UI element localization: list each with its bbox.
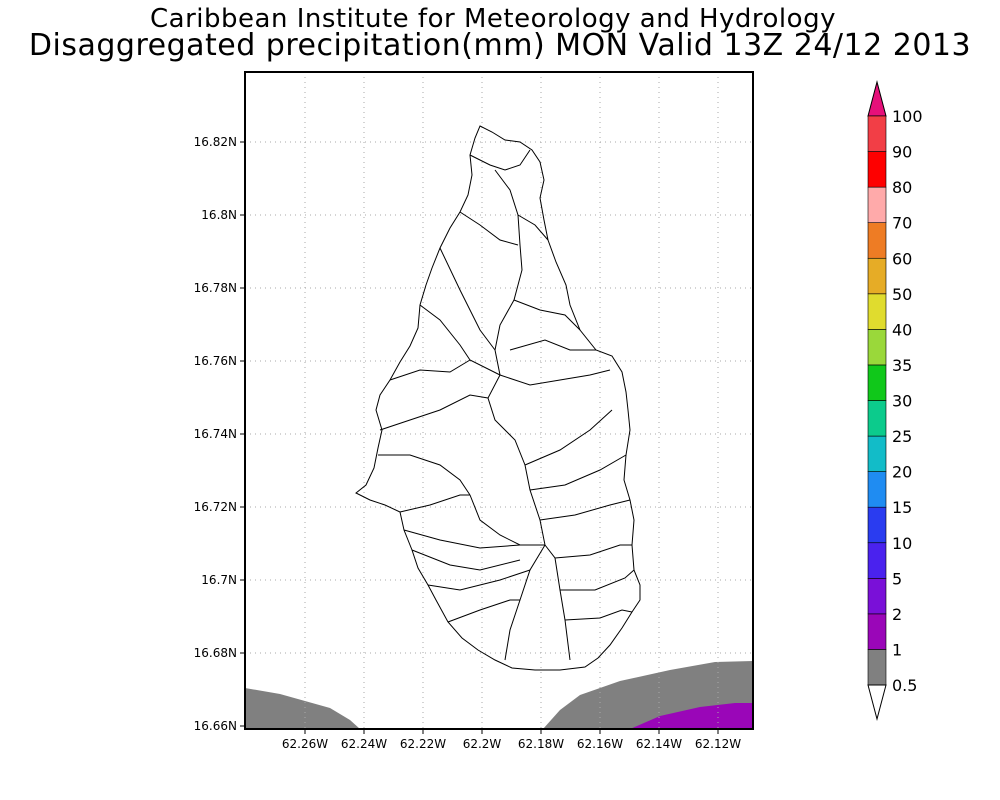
island-outline xyxy=(355,125,641,671)
watershed-line xyxy=(439,247,496,351)
lat-labels: 16.82N 16.8N 16.78N 16.76N 16.74N 16.72N… xyxy=(194,135,237,733)
lon-label: 62.18W xyxy=(518,737,564,751)
colorbar-label: 5 xyxy=(892,569,902,588)
watershed-line xyxy=(447,599,520,623)
lat-label: 16.68N xyxy=(194,646,237,660)
colorbar-label: 60 xyxy=(892,249,912,268)
colorbar-cell xyxy=(867,613,887,650)
colorbar-label: 0.5 xyxy=(892,676,917,695)
watershed-line xyxy=(419,304,501,376)
watershed-line xyxy=(399,494,470,513)
colorbar-label: 90 xyxy=(892,143,912,162)
watershed-line xyxy=(469,494,545,546)
colorbar-label: 2 xyxy=(892,605,902,624)
watershed-line xyxy=(517,214,549,241)
colorbar-cell xyxy=(867,364,887,401)
colorbar-label: 25 xyxy=(892,427,912,446)
map-subtitle: Disaggregated precipitation(mm) MON Vali… xyxy=(28,28,972,63)
watershed-line xyxy=(487,374,546,546)
colorbar-label: 100 xyxy=(892,107,923,126)
lon-label: 62.12W xyxy=(695,737,741,751)
watershed-line xyxy=(554,544,632,559)
colorbar-cell xyxy=(867,115,887,152)
colorbar-label: 1 xyxy=(892,640,902,659)
watershed-line xyxy=(469,149,531,171)
watershed-line xyxy=(494,169,523,376)
colorbar-cell xyxy=(867,506,887,544)
colorbar-cell xyxy=(867,471,887,508)
watershed-line xyxy=(524,409,613,466)
watershed-line xyxy=(378,454,471,496)
colorbar-cell xyxy=(867,293,887,330)
watershed-line xyxy=(564,609,633,621)
watershed-line xyxy=(379,394,489,431)
watershed-line xyxy=(499,369,611,386)
watershed-line xyxy=(389,359,471,381)
lat-label: 16.76N xyxy=(194,354,237,368)
watershed-line xyxy=(459,211,519,246)
colorbar-label: 80 xyxy=(892,178,912,197)
watershed-line xyxy=(539,499,631,521)
watershed-line xyxy=(544,544,571,661)
watershed-line xyxy=(403,529,521,549)
colorbar-label: 40 xyxy=(892,320,912,339)
colorbar-cell xyxy=(867,186,887,223)
colorbar-top-arrow xyxy=(867,80,887,117)
colorbar-cell xyxy=(867,222,887,259)
lat-label: 16.82N xyxy=(194,135,237,149)
lat-label: 16.78N xyxy=(194,281,237,295)
watershed-line xyxy=(427,569,531,591)
colorbar-cell xyxy=(867,400,887,437)
lon-label: 62.14W xyxy=(636,737,682,751)
map-frame xyxy=(244,71,754,730)
precip-area-grey-west xyxy=(245,688,360,729)
watershed-line xyxy=(513,299,581,331)
colorbar-label: 20 xyxy=(892,463,912,482)
colorbar-label: 15 xyxy=(892,498,912,517)
lat-label: 16.72N xyxy=(194,500,237,514)
lat-label: 16.8N xyxy=(201,208,237,222)
lon-labels: 62.26W 62.24W 62.22W 62.2W 62.18W 62.16W… xyxy=(282,737,741,751)
grid-lines xyxy=(245,72,753,729)
axis-ticks xyxy=(240,141,719,734)
colorbar-label: 30 xyxy=(892,392,912,411)
lon-label: 62.22W xyxy=(400,737,446,751)
colorbar-label: 10 xyxy=(892,534,912,553)
colorbar-cell xyxy=(867,151,887,188)
lon-label: 62.26W xyxy=(282,737,328,751)
colorbar-cell xyxy=(867,578,887,615)
colorbar-cell xyxy=(867,329,887,366)
lon-label: 62.2W xyxy=(463,737,502,751)
colorbar-cell xyxy=(867,257,887,295)
precip-fill-layer xyxy=(245,661,753,729)
lat-label: 16.66N xyxy=(194,719,237,733)
colorbar-bottom-arrow xyxy=(867,684,887,721)
colorbar-label: 35 xyxy=(892,356,912,375)
colorbar-cell xyxy=(867,649,887,686)
watershed-line xyxy=(560,569,635,591)
watershed-line xyxy=(529,454,627,491)
lat-label: 16.7N xyxy=(201,573,237,587)
map-title: Caribbean Institute for Meteorology and … xyxy=(150,4,836,34)
watershed-line xyxy=(509,339,596,351)
island-coastline xyxy=(355,125,641,671)
watershed-line xyxy=(411,549,521,571)
colorbar-label: 70 xyxy=(892,214,912,233)
colorbar-cell xyxy=(867,542,887,579)
colorbar-label: 50 xyxy=(892,285,912,304)
lat-label: 16.74N xyxy=(194,427,237,441)
lon-label: 62.16W xyxy=(577,737,623,751)
lon-label: 62.24W xyxy=(341,737,387,751)
precip-area-purple xyxy=(630,703,753,729)
colorbar-cell xyxy=(867,435,887,472)
